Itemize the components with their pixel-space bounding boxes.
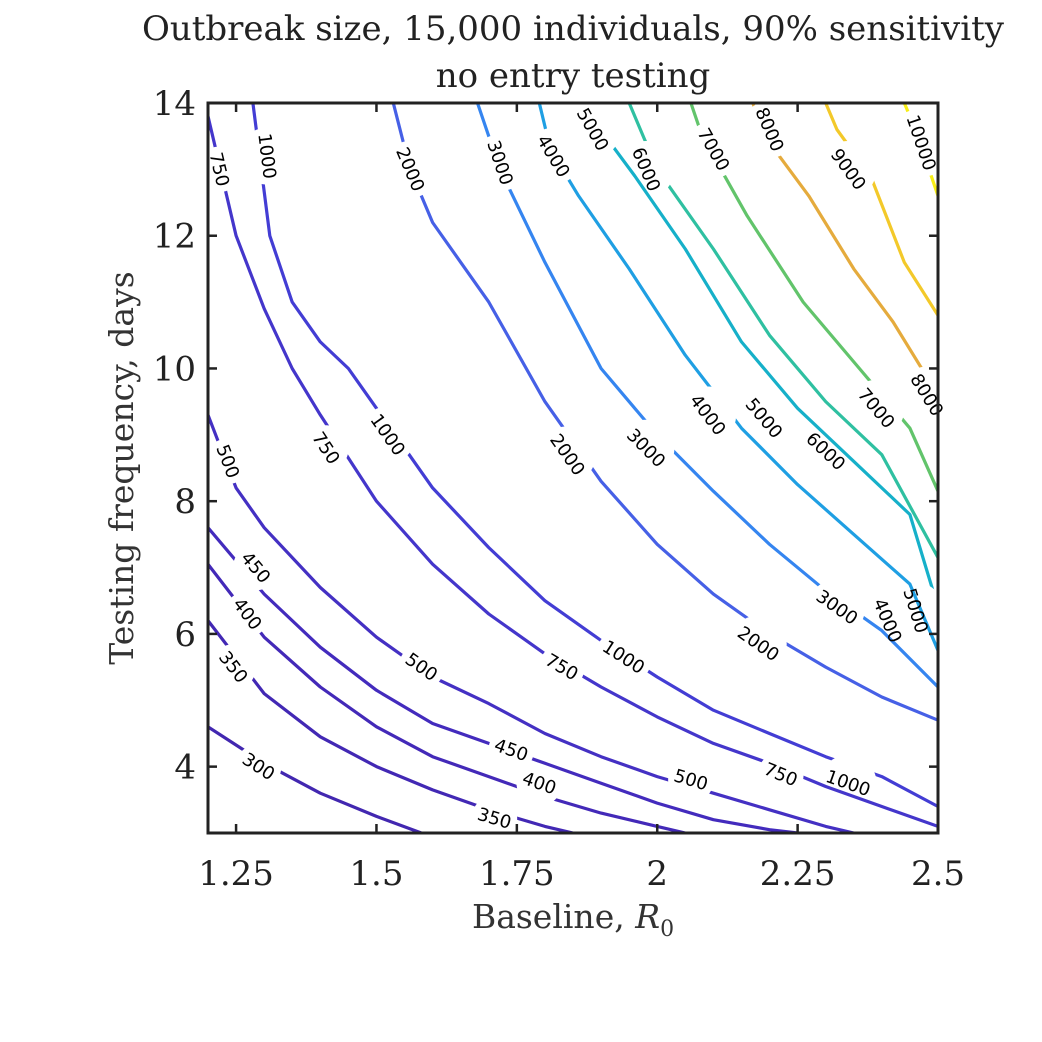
contour-8000: [751, 103, 938, 396]
x-tick-label: 1.25: [198, 854, 274, 894]
x-axis-label-text: Baseline,: [472, 897, 635, 936]
contour-label-3000: 3000: [622, 425, 669, 472]
y-tick-label: 4: [174, 748, 196, 788]
contour-7000: [689, 103, 938, 492]
y-tick-label: 14: [153, 84, 196, 124]
contour-label-500: 500: [671, 765, 710, 795]
contour-label-9000: 9000: [826, 145, 870, 194]
contour-label-10000: 10000: [902, 112, 940, 173]
contour-label-1000: 1000: [365, 410, 409, 460]
contour-1000: [251, 103, 938, 808]
contour-label-8000: 8000: [750, 105, 787, 155]
contour-label-7000: 7000: [693, 125, 734, 175]
contour-label-4000: 4000: [685, 391, 730, 440]
contour-line-450: [208, 526, 798, 833]
contour-450: [208, 526, 798, 833]
contour-line-4000: [537, 103, 938, 652]
contour-9000: [824, 103, 938, 317]
contour-label-750: 750: [761, 759, 801, 792]
contour-500: [208, 414, 855, 833]
contour-label-500: 500: [401, 649, 441, 686]
contour-label-300: 300: [238, 749, 278, 785]
contour-line-8000: [751, 103, 938, 396]
contour-label-5000: 5000: [898, 586, 931, 636]
contour-5000: [582, 103, 938, 608]
y-tick-label: 12: [153, 217, 196, 257]
contour-label-2000: 2000: [733, 622, 783, 666]
contour-400: [208, 563, 686, 833]
x-axis-label: Baseline, R0: [472, 897, 674, 942]
contour-line-300: [208, 725, 422, 833]
contour-2000: [391, 103, 938, 722]
y-tick-label: 6: [174, 615, 196, 655]
chart-subtitle: no entry testing: [436, 56, 711, 96]
contour-label-500: 500: [211, 442, 243, 482]
y-tick-label: 10: [153, 349, 196, 389]
contour-line-7000: [689, 103, 938, 492]
contour-label-1000: 1000: [253, 132, 280, 180]
contour-label-4000: 4000: [532, 131, 574, 181]
x-tick-label: 1.5: [349, 854, 403, 894]
contour-line-3000: [475, 103, 938, 689]
contour-10000: [902, 103, 938, 197]
contour-line-750: [208, 115, 938, 828]
x-axis-label-symbol: R: [634, 897, 660, 936]
contour-line-9000: [824, 103, 938, 317]
contour-3000: [475, 103, 938, 689]
contour-6000: [627, 103, 938, 559]
contour-label-8000: 8000: [905, 370, 947, 420]
contour-label-350: 350: [475, 804, 514, 834]
chart-title: Outbreak size, 15,000 individuals, 90% s…: [142, 9, 1005, 49]
contour-label-400: 400: [519, 768, 558, 799]
contour-4000: [537, 103, 938, 652]
contour-350: [208, 619, 574, 833]
contour-label-3000: 3000: [812, 586, 862, 630]
contour-750: [208, 115, 938, 828]
contour-line-400: [208, 563, 686, 833]
contour-label-4000: 4000: [868, 596, 905, 646]
contour-label-3000: 3000: [482, 138, 517, 188]
x-tick-label: 2: [646, 854, 668, 894]
contour-300: [208, 725, 422, 833]
contour-line-350: [208, 619, 574, 833]
y-axis: 4 6 8 10 12 14: [153, 84, 938, 788]
contour-line-500: [208, 414, 855, 833]
contour-lines: [208, 103, 938, 833]
contour-line-6000: [627, 103, 938, 559]
x-tick-label: 2.5: [911, 854, 965, 894]
contour-label-5000: 5000: [572, 105, 613, 155]
x-axis-label-subscript: 0: [660, 917, 674, 942]
y-tick-label: 8: [174, 482, 196, 522]
x-axis: 1.25 1.5 1.75 2 2.25 2.5: [198, 103, 965, 894]
contour-line-10000: [902, 103, 938, 197]
contour-line-1000: [251, 103, 938, 808]
x-tick-label: 2.25: [760, 854, 836, 894]
x-tick-label: 1.75: [479, 854, 555, 894]
contour-line-5000: [582, 103, 938, 608]
plot-frame: [206, 101, 940, 835]
contour-label-450: 450: [236, 548, 274, 588]
contour-label-1000: 1000: [598, 636, 648, 679]
contour-line-2000: [391, 103, 938, 722]
contour-labels: 3003503504004004504505005005007507507507…: [205, 105, 948, 834]
contour-label-750: 750: [307, 428, 343, 468]
contour-label-2000: 2000: [391, 144, 428, 194]
contour-label-400: 400: [228, 594, 266, 634]
contour-label-450: 450: [491, 735, 530, 766]
contour-label-350: 350: [214, 647, 252, 687]
y-axis-label: Testing frequency, days: [102, 271, 141, 664]
